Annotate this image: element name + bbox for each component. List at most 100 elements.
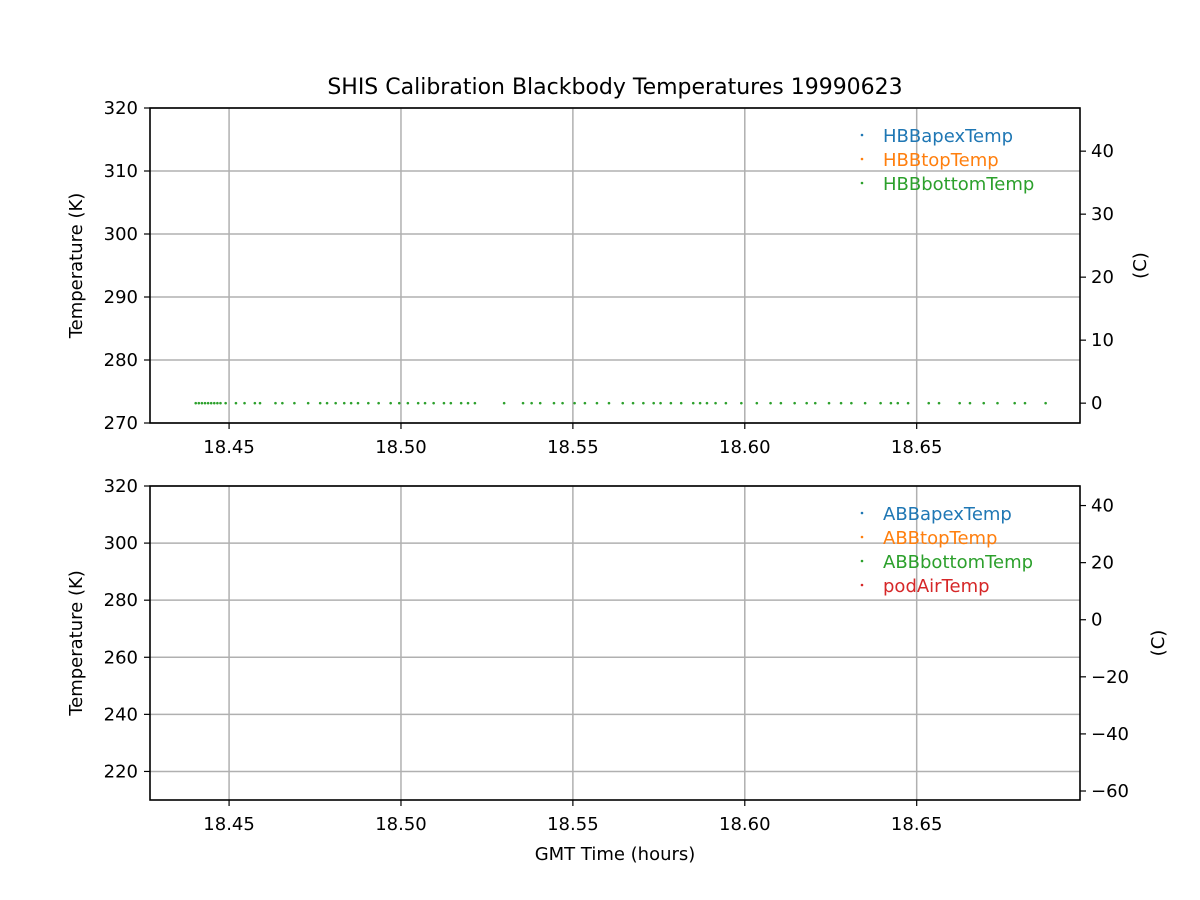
data-point-HBBbottomTemp	[306, 401, 310, 405]
x-tick-label: 18.50	[375, 437, 427, 458]
chart-title: SHIS Calibration Blackbody Temperatures …	[327, 75, 902, 100]
legend-marker	[860, 157, 864, 161]
upper-data-points	[194, 401, 1047, 405]
y2-tick-label: 10	[1091, 330, 1114, 351]
x-tick-label: 18.60	[719, 814, 771, 835]
y2-tick-label: 20	[1091, 267, 1114, 288]
lower-legend: ABBapexTemp ABBtopTemp ABBbottomTemp podAir…	[860, 504, 1033, 597]
data-point-HBBbottomTemp	[607, 401, 611, 405]
data-point-HBBbottomTemp	[863, 401, 867, 405]
data-point-HBBbottomTemp	[243, 401, 246, 405]
data-point-HBBbottomTemp	[416, 401, 420, 405]
data-point-HBBbottomTemp	[216, 401, 219, 405]
legend-entry: podAirTemp	[883, 576, 990, 597]
y2-tick-label: −20	[1091, 667, 1129, 688]
data-point-HBBbottomTemp	[879, 401, 882, 405]
legend-entry: HBBbottomTemp	[883, 174, 1034, 195]
y-tick-label: 220	[104, 761, 138, 782]
data-point-HBBbottomTemp	[755, 401, 759, 405]
y2-tick-label: 0	[1091, 610, 1102, 631]
lower-y2-axis-label: (C)	[1148, 630, 1169, 657]
lower-axes-frame	[149, 485, 1081, 801]
data-point-HBBbottomTemp	[334, 401, 337, 405]
data-point-HBBbottomTemp	[669, 401, 673, 405]
data-point-HBBbottomTemp	[982, 401, 986, 405]
data-point-HBBbottomTemp	[473, 401, 477, 405]
data-point-HBBbottomTemp	[325, 401, 329, 405]
y2-tick-label: 40	[1091, 141, 1114, 162]
y-tick-label: 310	[104, 161, 138, 182]
legend-entry: ABBbottomTemp	[883, 552, 1033, 573]
data-point-HBBbottomTemp	[194, 401, 198, 405]
data-point-HBBbottomTemp	[466, 401, 470, 405]
upper-y2-axis-label: (C)	[1130, 252, 1151, 279]
data-point-HBBbottomTemp	[705, 401, 709, 405]
data-point-HBBbottomTemp	[583, 401, 587, 405]
data-point-HBBbottomTemp	[561, 401, 564, 405]
data-point-HBBbottomTemp	[621, 401, 625, 405]
upper-x-ticks: 18.45 18.50 18.55 18.60 18.65	[203, 423, 942, 458]
data-point-HBBbottomTemp	[1023, 401, 1027, 405]
upper-y-axis-label: Temperature (K)	[66, 193, 87, 340]
data-point-HBBbottomTemp	[827, 401, 831, 405]
data-point-HBBbottomTemp	[937, 401, 941, 405]
data-point-HBBbottomTemp	[724, 401, 728, 405]
x-tick-label: 18.55	[547, 814, 599, 835]
x-tick-label: 18.65	[891, 814, 943, 835]
data-point-HBBbottomTemp	[793, 401, 796, 405]
data-point-HBBbottomTemp	[552, 401, 556, 405]
upper-y-ticks: 270 280 290 300 310 320	[104, 98, 150, 434]
legend-entry: ABBtopTemp	[883, 528, 997, 549]
data-point-HBBbottomTemp	[573, 401, 576, 405]
data-point-HBBbottomTemp	[206, 401, 210, 405]
data-point-HBBbottomTemp	[253, 401, 257, 405]
data-point-HBBbottomTemp	[538, 401, 542, 405]
data-point-HBBbottomTemp	[274, 401, 277, 405]
legend-entry: ABBapexTemp	[883, 504, 1012, 525]
data-point-HBBbottomTemp	[234, 401, 238, 405]
data-point-HBBbottomTemp	[691, 401, 695, 405]
data-point-HBBbottomTemp	[958, 401, 961, 405]
data-point-HBBbottomTemp	[224, 401, 227, 405]
data-point-HBBbottomTemp	[258, 401, 262, 405]
y-tick-label: 300	[104, 533, 138, 554]
data-point-HBBbottomTemp	[1013, 401, 1016, 405]
y-tick-label: 300	[104, 224, 138, 245]
lower-panel: 18.45 18.50 18.55 18.60 18.65 220 240 260 280 30…	[66, 476, 1169, 865]
data-point-HBBbottomTemp	[389, 401, 392, 405]
x-tick-label: 18.65	[891, 437, 943, 458]
data-point-HBBbottomTemp	[679, 401, 683, 405]
data-point-HBBbottomTemp	[423, 401, 427, 405]
data-point-HBBbottomTemp	[406, 401, 410, 405]
y2-tick-label: 30	[1091, 204, 1114, 225]
y2-tick-label: −40	[1091, 724, 1129, 745]
lower-x-ticks: 18.45 18.50 18.55 18.60 18.65	[203, 800, 942, 835]
data-point-HBBbottomTemp	[397, 401, 401, 405]
data-point-HBBbottomTemp	[377, 401, 380, 405]
y-tick-label: 280	[104, 590, 138, 611]
data-point-HBBbottomTemp	[502, 401, 506, 405]
data-point-HBBbottomTemp	[449, 401, 453, 405]
upper-axes-frame	[149, 107, 1081, 424]
y-tick-label: 280	[104, 350, 138, 371]
lower-y2-ticks: −60 −40 −20 0 20 40	[1080, 496, 1129, 802]
data-point-HBBbottomTemp	[521, 401, 525, 405]
legend-marker	[860, 559, 864, 563]
legend-marker	[860, 511, 864, 515]
x-tick-label: 18.60	[719, 437, 771, 458]
data-point-HBBbottomTemp	[896, 401, 900, 405]
upper-legend: HBBapexTemp HBBtopTemp HBBbottomTemp	[860, 126, 1034, 195]
y-tick-label: 320	[104, 476, 138, 497]
data-point-HBBbottomTemp	[968, 401, 972, 405]
y2-tick-label: 40	[1091, 496, 1114, 517]
x-tick-label: 18.50	[375, 814, 427, 835]
data-point-HBBbottomTemp	[714, 401, 717, 405]
data-point-HBBbottomTemp	[212, 401, 216, 405]
upper-panel: SHIS Calibration Blackbody Temperatures …	[66, 75, 1151, 458]
y-tick-label: 260	[104, 647, 138, 668]
data-point-HBBbottomTemp	[698, 401, 702, 405]
y-tick-label: 270	[104, 413, 138, 434]
data-point-HBBbottomTemp	[442, 401, 446, 405]
legend-marker	[860, 535, 864, 539]
data-point-HBBbottomTemp	[813, 401, 817, 405]
